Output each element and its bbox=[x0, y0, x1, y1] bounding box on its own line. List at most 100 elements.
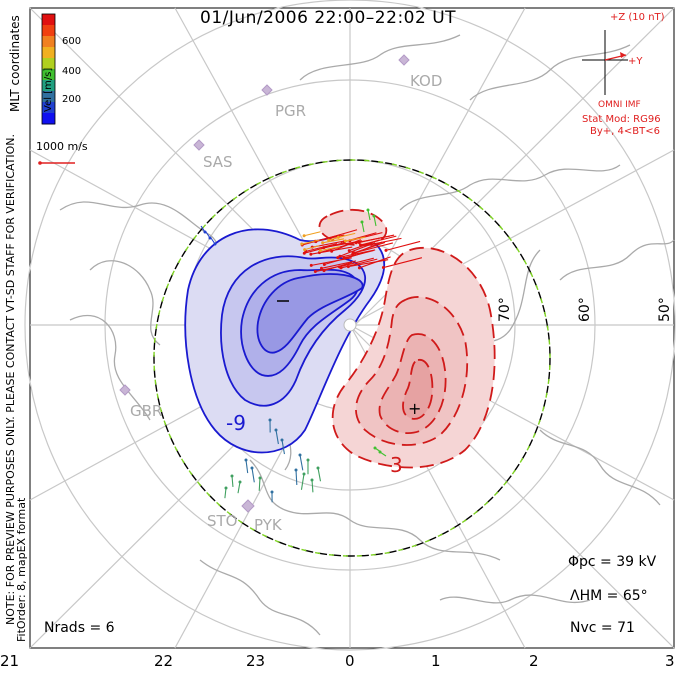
velocity-vector bbox=[295, 469, 298, 486]
colorbar-tick-400: 400 bbox=[62, 66, 82, 77]
station-sto: STO bbox=[207, 512, 238, 530]
velocity-vector-origin bbox=[238, 480, 242, 484]
velocity-vector bbox=[304, 245, 320, 251]
coastlines bbox=[59, 34, 675, 636]
plot-frame bbox=[29, 7, 675, 649]
velocity-vector bbox=[383, 257, 423, 269]
velocity-vector-origin bbox=[322, 269, 326, 273]
pole-marker bbox=[343, 318, 357, 332]
colorbar-block bbox=[42, 80, 55, 92]
velocity-vector-origin bbox=[336, 256, 340, 260]
velocity-vector bbox=[281, 439, 285, 455]
velocity-vector bbox=[324, 252, 365, 266]
colorbar-block bbox=[42, 36, 55, 48]
velocity-vector-origin bbox=[258, 476, 262, 480]
velocity-vector-origin bbox=[250, 466, 254, 470]
velocity-vector-origin bbox=[208, 236, 212, 240]
velocity-vector-origin bbox=[346, 265, 350, 269]
velocity-vector-origin bbox=[302, 234, 306, 238]
hm-boundary-green bbox=[153, 159, 551, 557]
velocity-vector-origin bbox=[203, 230, 207, 234]
colorbar-tick-600: 600 bbox=[62, 36, 82, 47]
velocity-vector-origin bbox=[354, 241, 358, 245]
latitude-label-50: 50° bbox=[657, 297, 673, 322]
velocity-vector bbox=[300, 473, 305, 490]
velocity-vector bbox=[311, 479, 314, 493]
polar-cap-potential: Φpc = 39 kV bbox=[568, 554, 657, 570]
colorbar-block bbox=[42, 47, 55, 59]
map-title: 01/Jun/2006 22:00–22:02 UT bbox=[200, 8, 457, 28]
colorbar-block bbox=[42, 14, 55, 26]
reference-vector-label: 1000 m/s bbox=[36, 140, 88, 153]
station-markers bbox=[119, 54, 410, 513]
velocity-vector bbox=[337, 249, 376, 259]
vector-count: Nvc = 71 bbox=[570, 620, 635, 636]
velocity-vector bbox=[348, 259, 389, 268]
velocity-vector bbox=[371, 237, 402, 245]
velocity-vector-origin bbox=[268, 418, 272, 422]
velocity-vector-origin bbox=[306, 458, 310, 462]
latitude-label-60: 60° bbox=[577, 297, 593, 322]
velocity-vector-origin bbox=[316, 466, 320, 470]
imf-model-line1: Stat Mod: RG96 bbox=[582, 114, 661, 125]
velocity-vector bbox=[320, 246, 341, 252]
velocity-vector bbox=[275, 429, 279, 445]
latitude-label-70: 70° bbox=[497, 297, 513, 322]
velocity-vector-origin bbox=[373, 446, 377, 450]
velocity-vector bbox=[349, 239, 380, 252]
velocity-vector bbox=[373, 215, 377, 227]
velocity-vector-origin bbox=[213, 242, 217, 246]
station-pgr: PGR bbox=[275, 102, 306, 120]
positive-potential-cell bbox=[318, 208, 496, 469]
velocity-vector-origin bbox=[318, 249, 322, 253]
imf-y-label: +Y bbox=[628, 56, 643, 67]
velocity-vector-origin bbox=[366, 208, 370, 212]
velocity-vector-origin bbox=[319, 266, 323, 270]
mlt-tick-3: 3 bbox=[665, 652, 675, 670]
mlt-tick-21: 21 bbox=[0, 652, 20, 670]
positive-contour-value: 3 bbox=[390, 453, 403, 477]
colorbar-block bbox=[42, 113, 55, 125]
velocity-vector bbox=[339, 257, 374, 268]
velocity-vector-origin bbox=[274, 428, 278, 432]
imf-z-label: +Z (10 nT) bbox=[610, 12, 665, 23]
velocity-vector bbox=[245, 459, 249, 474]
velocity-vector-origin bbox=[336, 235, 340, 239]
colorbar-frame bbox=[41, 13, 56, 125]
colorbar-block bbox=[42, 102, 55, 114]
negative-contour-value: -9 bbox=[226, 411, 246, 435]
hm-latitude: ΛHM = 65° bbox=[570, 588, 648, 604]
station-gbr: GBR bbox=[130, 402, 162, 420]
velocity-vector-origin bbox=[310, 478, 314, 482]
velocity-vector bbox=[367, 209, 371, 221]
velocity-vector-origin bbox=[280, 438, 284, 442]
colorbar-tick-200: 200 bbox=[62, 94, 82, 105]
velocity-vector-origin bbox=[309, 252, 313, 256]
velocity-vector-origin bbox=[224, 486, 228, 490]
velocity-vector-origin bbox=[330, 249, 334, 253]
velocity-vector bbox=[345, 236, 366, 242]
station-kod: KOD bbox=[410, 72, 442, 90]
velocity-vector bbox=[224, 487, 227, 499]
velocity-vector bbox=[315, 234, 345, 242]
velocity-vector bbox=[352, 241, 383, 255]
velocity-vector-origin bbox=[360, 220, 364, 224]
coordinates-label: MLT coordinates bbox=[8, 15, 22, 112]
colorbar-block bbox=[42, 58, 55, 70]
velocity-vector-origin bbox=[347, 249, 351, 253]
velocity-vector bbox=[323, 261, 353, 272]
negative-potential-cell bbox=[184, 228, 386, 454]
velocity-vector bbox=[317, 467, 322, 482]
velocity-vector-origin bbox=[351, 252, 355, 256]
velocity-vector-origin bbox=[322, 263, 326, 267]
velocity-vector-origin bbox=[357, 266, 361, 270]
radar-count: Nrads = 6 bbox=[44, 620, 115, 636]
velocity-vector-origin bbox=[298, 453, 302, 457]
velocity-vector-origin bbox=[339, 266, 343, 270]
colorbar-block bbox=[42, 69, 55, 81]
velocity-vector-origin bbox=[244, 458, 248, 462]
velocity-vector-origin bbox=[309, 263, 313, 267]
velocity-vector-origin bbox=[378, 450, 382, 454]
fit-order-note: FitOrder: 8, mapEX format bbox=[15, 497, 28, 642]
velocity-vector bbox=[301, 239, 320, 245]
